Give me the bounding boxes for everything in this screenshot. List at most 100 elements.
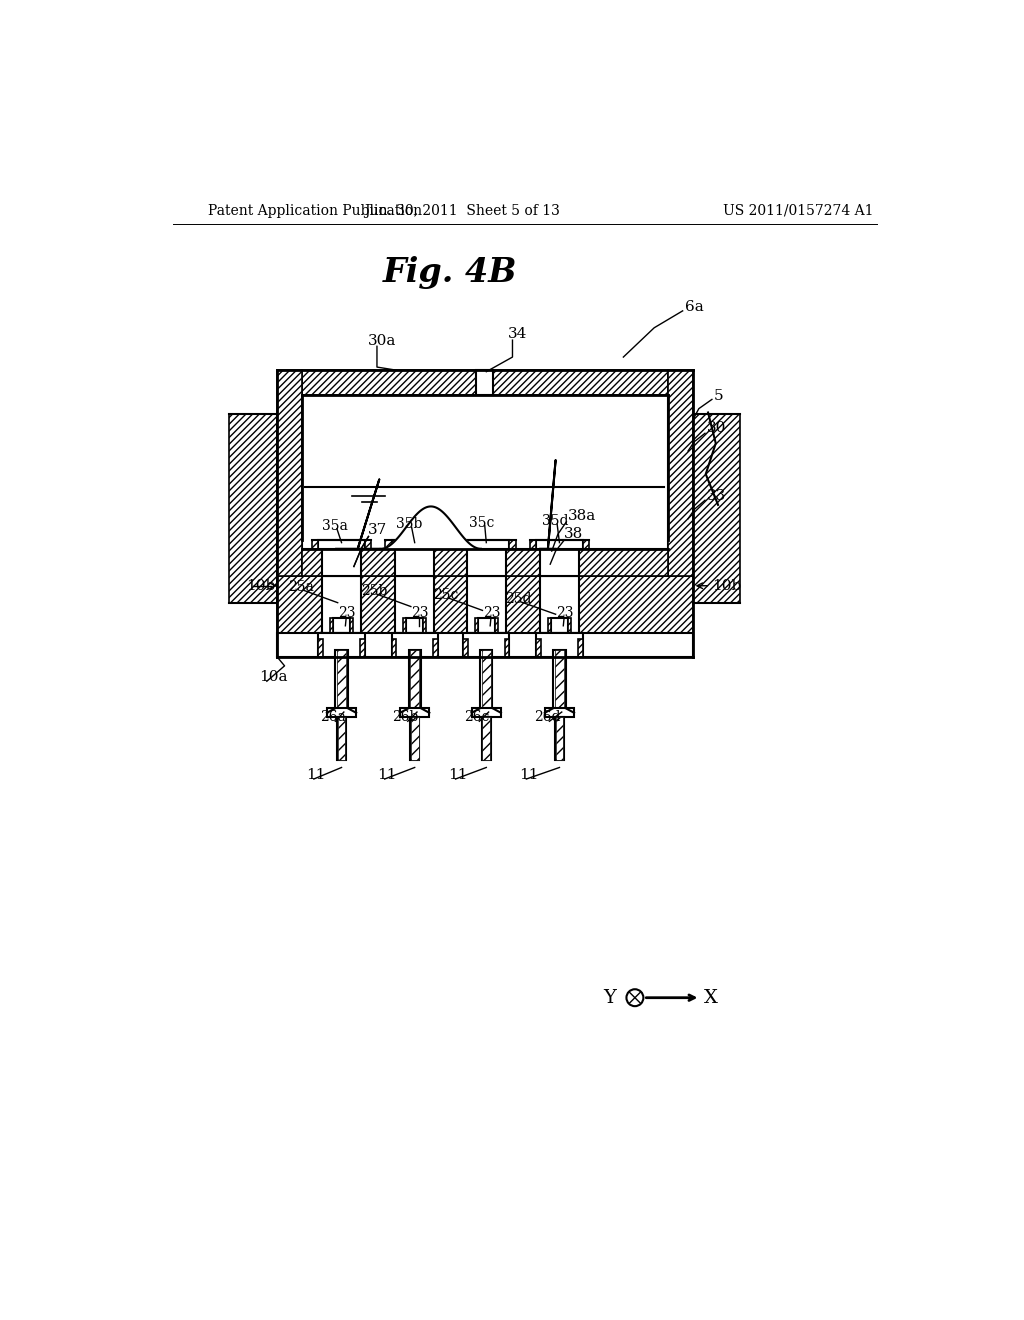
Bar [537, 540, 583, 549]
Bar [330, 618, 333, 634]
Bar [463, 634, 509, 656]
Text: 5: 5 [714, 388, 723, 403]
Bar [318, 634, 365, 656]
Bar [411, 718, 419, 760]
Bar [337, 718, 346, 760]
Bar [301, 549, 668, 576]
Text: 6a: 6a [685, 300, 703, 314]
Text: 38a: 38a [568, 510, 596, 524]
Bar [537, 634, 583, 656]
Text: 35a: 35a [322, 519, 347, 533]
Bar [481, 718, 490, 760]
Text: 23: 23 [556, 606, 573, 619]
Text: 10a: 10a [259, 671, 288, 684]
Bar [323, 549, 360, 576]
Bar [537, 639, 541, 656]
Text: 23: 23 [411, 606, 428, 619]
Bar [276, 576, 692, 634]
Bar [410, 651, 419, 708]
Text: 26a: 26a [319, 710, 346, 725]
Text: X: X [703, 989, 717, 1007]
Bar [318, 639, 323, 656]
Bar [481, 651, 490, 708]
Bar [403, 618, 407, 634]
Bar [668, 370, 692, 576]
Bar [400, 708, 429, 718]
Text: 26b: 26b [392, 710, 419, 725]
Bar [555, 651, 564, 708]
Bar [391, 634, 438, 656]
Bar [391, 540, 438, 549]
Text: 11: 11 [377, 768, 396, 783]
Text: 38: 38 [564, 527, 584, 541]
Bar [495, 618, 498, 634]
Bar [692, 414, 740, 603]
Bar [583, 634, 692, 656]
Bar [568, 618, 571, 634]
Bar [472, 708, 501, 718]
Bar [395, 549, 434, 576]
Bar [457, 540, 463, 549]
Text: Fig. 4B: Fig. 4B [383, 256, 517, 289]
Bar [509, 634, 537, 656]
Text: 23: 23 [483, 606, 501, 619]
Bar [365, 634, 391, 656]
Bar [476, 370, 494, 395]
Text: 35c: 35c [469, 516, 495, 529]
Text: Y: Y [603, 989, 616, 1007]
Bar [548, 618, 551, 634]
Bar [463, 639, 468, 656]
Text: 34: 34 [508, 327, 527, 341]
Bar [337, 651, 346, 708]
Text: 11: 11 [447, 768, 467, 783]
Bar [276, 370, 301, 576]
Bar [467, 549, 506, 576]
Bar [407, 618, 423, 634]
Bar [276, 634, 692, 656]
Bar [578, 639, 583, 656]
Bar [301, 370, 476, 395]
Text: 23: 23 [339, 606, 356, 619]
Bar [480, 651, 493, 708]
Text: 25b: 25b [361, 585, 388, 598]
Bar [423, 618, 426, 634]
Bar [327, 708, 356, 718]
Bar [338, 718, 345, 760]
Text: 37: 37 [368, 523, 387, 537]
Bar [541, 549, 579, 576]
Bar [463, 540, 509, 549]
Bar [482, 718, 490, 760]
Bar [545, 708, 574, 718]
Polygon shape [541, 461, 556, 549]
Text: 10b: 10b [246, 578, 275, 593]
Bar [365, 540, 371, 549]
Bar [409, 651, 421, 708]
Bar [530, 540, 537, 549]
Text: 11: 11 [518, 768, 539, 783]
Text: 25a: 25a [289, 581, 314, 594]
Text: Jun. 30, 2011  Sheet 5 of 13: Jun. 30, 2011 Sheet 5 of 13 [364, 203, 559, 218]
Bar [467, 576, 506, 634]
Bar [391, 639, 396, 656]
Text: 35d: 35d [542, 513, 568, 528]
Bar [556, 718, 563, 760]
Bar [312, 540, 318, 549]
Text: 26d: 26d [535, 710, 560, 725]
Bar [336, 651, 348, 708]
Bar [360, 639, 365, 656]
Polygon shape [336, 479, 379, 549]
Text: 25c: 25c [433, 587, 459, 602]
Bar [301, 395, 668, 549]
Bar [323, 576, 360, 634]
Bar [478, 618, 495, 634]
Bar [438, 634, 463, 656]
Text: 33: 33 [707, 488, 726, 503]
Text: US 2011/0157274 A1: US 2011/0157274 A1 [724, 203, 873, 218]
Bar [350, 618, 353, 634]
Bar [318, 540, 365, 549]
Bar [583, 540, 589, 549]
Bar [410, 718, 419, 760]
Text: 35b: 35b [396, 517, 423, 531]
Bar [541, 576, 579, 634]
Bar [551, 618, 568, 634]
